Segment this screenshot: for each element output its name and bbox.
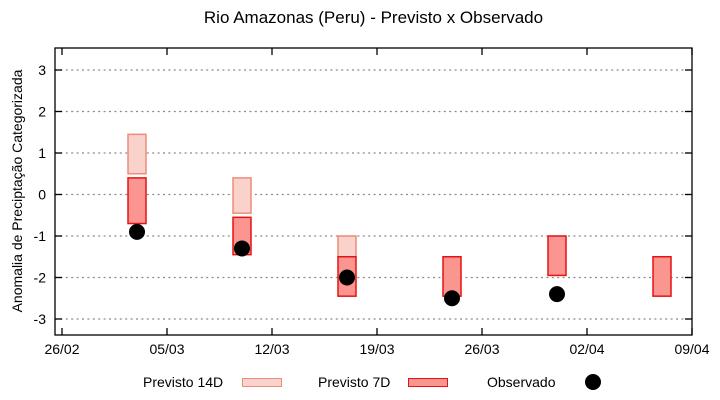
legend-label-previsto-14d: Previsto 14D [143, 374, 224, 390]
y-tick-label: 2 [38, 104, 46, 120]
legend-label-observado: Observado [487, 374, 556, 390]
y-tick-label: 1 [38, 145, 46, 161]
x-tick-label: 12/03 [254, 341, 289, 357]
y-tick-label: 3 [38, 62, 46, 78]
x-tick-label: 26/03 [464, 341, 499, 357]
y-tick-label: 0 [38, 187, 46, 203]
x-tick-label: 19/03 [359, 341, 394, 357]
legend-swatch-previsto-7d [408, 378, 448, 387]
observado-dot-03/03 [129, 223, 145, 240]
y-tick-label: -3 [34, 311, 47, 327]
observado-dot-10/03 [234, 240, 250, 257]
plot-border [54, 47, 693, 336]
previsto-7d-bar-07/04 [652, 256, 672, 297]
observado-dot-17/03 [339, 269, 355, 286]
previsto-14d-bar-17/03 [337, 235, 357, 258]
x-tick-label: 02/04 [569, 341, 604, 357]
chart-title: Rio Amazonas (Peru) - Previsto x Observa… [203, 8, 544, 27]
x-tick-label: 26/02 [44, 341, 79, 357]
observado-dot-31/03 [549, 286, 565, 303]
x-tick-label: 09/04 [674, 341, 709, 357]
legend-label-previsto-7d: Previsto 7D [318, 374, 391, 390]
previsto-7d-bar-31/03 [547, 235, 567, 277]
observado-dot-24/03 [444, 290, 460, 307]
x-tick-label: 05/03 [149, 341, 184, 357]
previsto-7d-bar-03/03 [127, 177, 147, 225]
y-tick-label: -1 [34, 228, 47, 244]
previsto-14d-bar-03/03 [127, 133, 147, 175]
legend-marker-observado-dot [585, 374, 601, 390]
previsto-14d-bar-10/03 [232, 177, 252, 214]
legend-swatch-previsto-14d [242, 378, 282, 387]
y-tick-label: -2 [34, 270, 47, 286]
